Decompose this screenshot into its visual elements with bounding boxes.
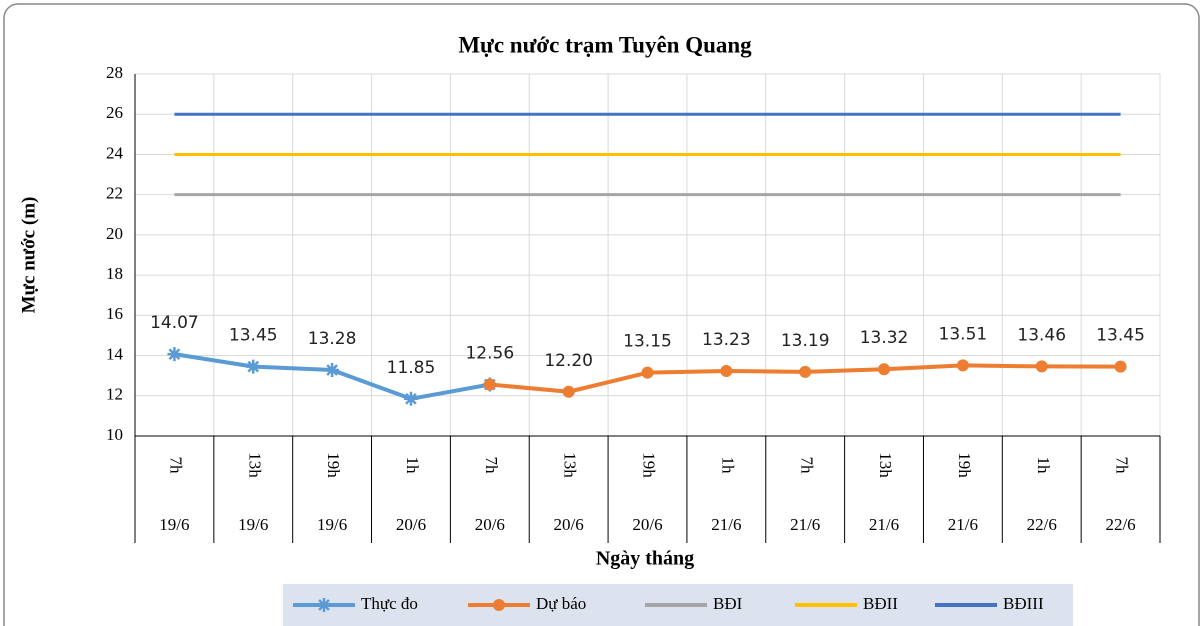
data-label: 13.15 [623,332,672,352]
data-label: 13.28 [308,329,357,349]
point-marker [956,359,969,372]
y-axis-title: Mực nước (m) [18,197,39,314]
x-tick-label: 13h [245,452,264,478]
legend-label: Thực đo [361,594,418,613]
x-axis-title: Ngày tháng [596,548,694,570]
x-tick-label: 19h [640,452,659,478]
x-date-label: 19/6 [317,515,347,534]
x-date-label: 21/6 [711,515,741,534]
data-label: 13.19 [781,331,830,351]
data-label: 13.32 [860,328,909,348]
x-tick-label: 13h [876,452,895,478]
point-marker [483,378,496,391]
y-tick-label: 12 [106,385,123,404]
y-tick-label: 24 [106,143,124,162]
data-label: 13.45 [229,326,278,346]
x-date-label: 19/6 [159,515,189,534]
point-marker [799,365,812,378]
chart-title: Mực nước trạm Tuyên Quang [458,32,752,57]
x-date-label: 20/6 [396,515,426,534]
x-tick-label: 19h [955,452,974,478]
point-marker [720,365,733,378]
y-tick-label: 10 [106,425,123,444]
data-label: 12.56 [465,344,514,364]
point-marker [167,347,182,362]
point-marker [562,385,575,398]
y-tick-label: 14 [106,344,124,363]
x-tick-label: 13h [561,452,580,478]
point-marker [325,363,340,378]
legend-marker [317,598,331,612]
y-tick-label: 18 [106,264,123,283]
x-date-label: 20/6 [632,515,662,534]
y-tick-label: 20 [106,224,123,243]
x-date-label: 21/6 [948,515,978,534]
x-tick-label: 1h [403,457,422,475]
data-label: 14.07 [150,313,199,333]
y-tick-label: 26 [106,103,123,122]
x-date-label: 20/6 [475,515,505,534]
x-tick-label: 7h [797,457,816,475]
legend-label: BĐIII [1003,594,1044,613]
point-marker [246,359,261,374]
point-marker [1035,360,1048,373]
y-tick-label: 16 [106,304,123,323]
legend-label: BĐII [863,594,898,613]
legend-label: Dự báo [536,594,586,613]
x-date-label: 22/6 [1027,515,1057,534]
data-label: 13.45 [1096,326,1145,346]
x-tick-label: 19h [324,452,343,478]
data-label: 12.20 [544,351,593,371]
data-label: 11.85 [387,358,436,378]
x-tick-label: 1h [718,457,737,475]
point-marker [878,363,891,376]
x-date-label: 22/6 [1105,515,1135,534]
point-marker [641,366,654,379]
x-date-label: 20/6 [554,515,584,534]
point-marker [403,391,418,406]
point-marker [1114,360,1127,373]
x-tick-label: 7h [482,457,501,475]
legend-label: BĐI [713,594,743,613]
x-date-label: 19/6 [238,515,268,534]
data-label: 13.23 [702,330,751,350]
legend-marker [493,599,505,611]
x-tick-label: 7h [1113,457,1132,475]
x-tick-label: 7h [167,457,186,475]
x-date-label: 21/6 [790,515,820,534]
data-label: 13.51 [939,324,988,344]
y-tick-label: 28 [106,63,123,82]
y-tick-label: 22 [106,184,123,203]
x-tick-label: 1h [1034,457,1053,475]
x-date-label: 21/6 [869,515,899,534]
data-label: 13.46 [1017,325,1066,345]
